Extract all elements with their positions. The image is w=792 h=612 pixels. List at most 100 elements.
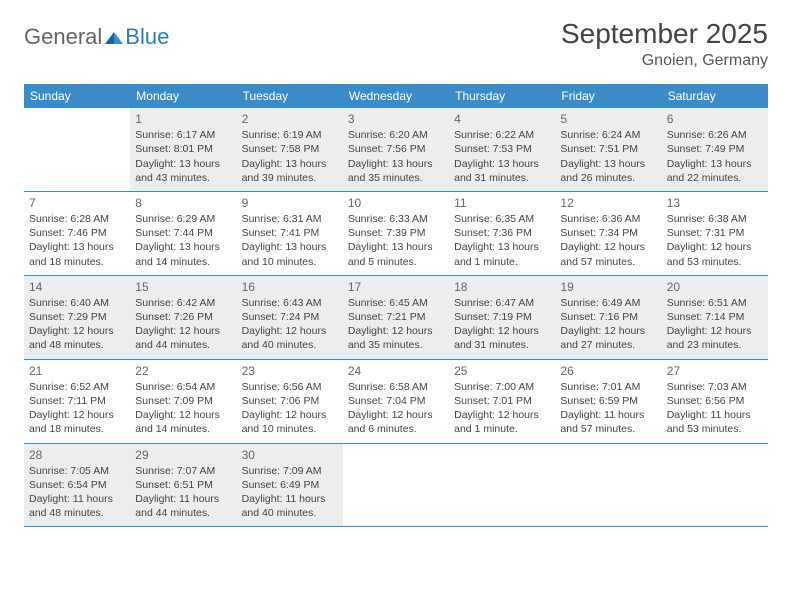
cell-sunset: Sunset: 7:01 PM — [454, 394, 550, 408]
day-number: 22 — [135, 363, 231, 379]
cell-sunrise: Sunrise: 6:22 AM — [454, 128, 550, 142]
cell-sunrise: Sunrise: 6:42 AM — [135, 296, 231, 310]
cell-daylight2: and 10 minutes. — [242, 255, 338, 269]
cell-daylight1: Daylight: 11 hours — [242, 492, 338, 506]
cell-sunset: Sunset: 7:09 PM — [135, 394, 231, 408]
calendar: Sunday Monday Tuesday Wednesday Thursday… — [24, 84, 768, 527]
day-number: 3 — [348, 111, 444, 127]
day-number: 18 — [454, 279, 550, 295]
dow-tuesday: Tuesday — [237, 84, 343, 108]
day-number: 28 — [29, 447, 125, 463]
cell-daylight2: and 6 minutes. — [348, 422, 444, 436]
cell-sunrise: Sunrise: 6:51 AM — [667, 296, 763, 310]
cell-sunset: Sunset: 6:51 PM — [135, 478, 231, 492]
cell-sunset: Sunset: 7:29 PM — [29, 310, 125, 324]
cell-sunrise: Sunrise: 6:28 AM — [29, 212, 125, 226]
cell-daylight2: and 35 minutes. — [348, 338, 444, 352]
cell-daylight2: and 53 minutes. — [667, 255, 763, 269]
calendar-cell — [343, 444, 449, 527]
day-of-week-header: Sunday Monday Tuesday Wednesday Thursday… — [24, 84, 768, 108]
cell-daylight2: and 10 minutes. — [242, 422, 338, 436]
cell-sunset: Sunset: 7:04 PM — [348, 394, 444, 408]
cell-sunrise: Sunrise: 6:45 AM — [348, 296, 444, 310]
cell-daylight2: and 18 minutes. — [29, 255, 125, 269]
cell-sunset: Sunset: 7:34 PM — [560, 226, 656, 240]
calendar-cell: 27Sunrise: 7:03 AMSunset: 6:56 PMDayligh… — [662, 360, 768, 443]
cell-sunrise: Sunrise: 6:38 AM — [667, 212, 763, 226]
cell-daylight2: and 48 minutes. — [29, 338, 125, 352]
dow-friday: Friday — [555, 84, 661, 108]
cell-daylight2: and 5 minutes. — [348, 255, 444, 269]
calendar-cell: 3Sunrise: 6:20 AMSunset: 7:56 PMDaylight… — [343, 108, 449, 191]
calendar-cell: 10Sunrise: 6:33 AMSunset: 7:39 PMDayligh… — [343, 192, 449, 275]
cell-sunrise: Sunrise: 7:03 AM — [667, 380, 763, 394]
cell-daylight2: and 39 minutes. — [242, 171, 338, 185]
calendar-cell: 23Sunrise: 6:56 AMSunset: 7:06 PMDayligh… — [237, 360, 343, 443]
cell-daylight2: and 53 minutes. — [667, 422, 763, 436]
cell-sunrise: Sunrise: 6:43 AM — [242, 296, 338, 310]
day-number: 20 — [667, 279, 763, 295]
cell-daylight1: Daylight: 13 hours — [242, 240, 338, 254]
cell-daylight2: and 26 minutes. — [560, 171, 656, 185]
cell-sunrise: Sunrise: 6:58 AM — [348, 380, 444, 394]
cell-daylight2: and 44 minutes. — [135, 338, 231, 352]
day-number: 13 — [667, 195, 763, 211]
cell-daylight1: Daylight: 13 hours — [348, 240, 444, 254]
cell-sunrise: Sunrise: 7:09 AM — [242, 464, 338, 478]
cell-daylight1: Daylight: 12 hours — [667, 324, 763, 338]
day-number: 23 — [242, 363, 338, 379]
cell-daylight1: Daylight: 11 hours — [560, 408, 656, 422]
calendar-cell: 24Sunrise: 6:58 AMSunset: 7:04 PMDayligh… — [343, 360, 449, 443]
cell-sunrise: Sunrise: 7:05 AM — [29, 464, 125, 478]
cell-daylight1: Daylight: 13 hours — [135, 240, 231, 254]
calendar-cell: 18Sunrise: 6:47 AMSunset: 7:19 PMDayligh… — [449, 276, 555, 359]
day-number: 8 — [135, 195, 231, 211]
dow-saturday: Saturday — [662, 84, 768, 108]
calendar-cell: 11Sunrise: 6:35 AMSunset: 7:36 PMDayligh… — [449, 192, 555, 275]
logo-mark-icon — [105, 30, 123, 44]
day-number: 10 — [348, 195, 444, 211]
calendar-week: 28Sunrise: 7:05 AMSunset: 6:54 PMDayligh… — [24, 444, 768, 528]
cell-daylight1: Daylight: 12 hours — [242, 408, 338, 422]
cell-sunset: Sunset: 7:21 PM — [348, 310, 444, 324]
cell-daylight1: Daylight: 12 hours — [667, 240, 763, 254]
cell-sunset: Sunset: 7:14 PM — [667, 310, 763, 324]
cell-daylight2: and 40 minutes. — [242, 506, 338, 520]
calendar-cell: 2Sunrise: 6:19 AMSunset: 7:58 PMDaylight… — [237, 108, 343, 191]
calendar-cell: 1Sunrise: 6:17 AMSunset: 8:01 PMDaylight… — [130, 108, 236, 191]
cell-sunrise: Sunrise: 6:31 AM — [242, 212, 338, 226]
cell-daylight1: Daylight: 12 hours — [348, 324, 444, 338]
cell-sunset: Sunset: 6:56 PM — [667, 394, 763, 408]
cell-sunrise: Sunrise: 7:07 AM — [135, 464, 231, 478]
day-number: 26 — [560, 363, 656, 379]
cell-sunset: Sunset: 7:44 PM — [135, 226, 231, 240]
calendar-cell: 22Sunrise: 6:54 AMSunset: 7:09 PMDayligh… — [130, 360, 236, 443]
cell-daylight2: and 43 minutes. — [135, 171, 231, 185]
cell-daylight2: and 57 minutes. — [560, 255, 656, 269]
header: General Blue September 2025 Gnoien, Germ… — [24, 18, 768, 70]
cell-sunset: Sunset: 7:56 PM — [348, 142, 444, 156]
cell-sunrise: Sunrise: 6:19 AM — [242, 128, 338, 142]
cell-daylight1: Daylight: 11 hours — [29, 492, 125, 506]
cell-daylight1: Daylight: 12 hours — [242, 324, 338, 338]
cell-sunrise: Sunrise: 6:33 AM — [348, 212, 444, 226]
day-number: 30 — [242, 447, 338, 463]
cell-sunrise: Sunrise: 6:40 AM — [29, 296, 125, 310]
location: Gnoien, Germany — [561, 52, 768, 70]
cell-sunrise: Sunrise: 6:17 AM — [135, 128, 231, 142]
cell-daylight2: and 27 minutes. — [560, 338, 656, 352]
cell-sunrise: Sunrise: 6:29 AM — [135, 212, 231, 226]
cell-daylight1: Daylight: 12 hours — [135, 324, 231, 338]
cell-sunrise: Sunrise: 6:26 AM — [667, 128, 763, 142]
cell-daylight2: and 48 minutes. — [29, 506, 125, 520]
cell-daylight2: and 57 minutes. — [560, 422, 656, 436]
cell-sunrise: Sunrise: 7:01 AM — [560, 380, 656, 394]
cell-daylight2: and 40 minutes. — [242, 338, 338, 352]
cell-sunrise: Sunrise: 7:00 AM — [454, 380, 550, 394]
cell-daylight1: Daylight: 12 hours — [348, 408, 444, 422]
cell-daylight2: and 31 minutes. — [454, 171, 550, 185]
cell-sunset: Sunset: 6:59 PM — [560, 394, 656, 408]
logo-text-2: Blue — [125, 24, 169, 50]
dow-sunday: Sunday — [24, 84, 130, 108]
day-number: 2 — [242, 111, 338, 127]
